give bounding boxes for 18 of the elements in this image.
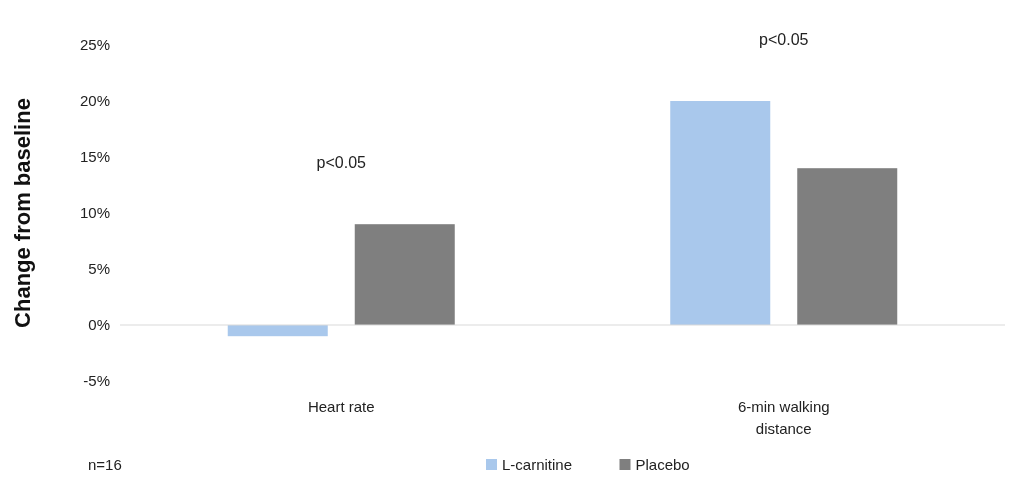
y-tick-label: 20% (79, 92, 110, 110)
y-tick-label: 10% (79, 204, 110, 222)
annotation: p<0.05 (759, 30, 809, 48)
x-tick-label: 6-min walking distance (737, 398, 830, 437)
annotation: p<0.05 (316, 153, 367, 171)
y-tick-label: 0% (88, 316, 110, 334)
legend-label: Placebo (635, 456, 690, 474)
bar (354, 224, 455, 325)
bar (797, 168, 898, 325)
legend-label: L-carnitine (502, 456, 573, 474)
y-axis-title: Change from baseline (10, 98, 35, 328)
bar (670, 101, 771, 325)
y-tick-label: -5% (83, 372, 110, 390)
y-tick-label: 5% (88, 260, 110, 278)
y-tick-label: 25% (79, 36, 110, 54)
y-tick-label: 15% (79, 148, 110, 166)
x-tick-label: Heart rate (307, 398, 375, 415)
text: n=16 (88, 456, 122, 473)
